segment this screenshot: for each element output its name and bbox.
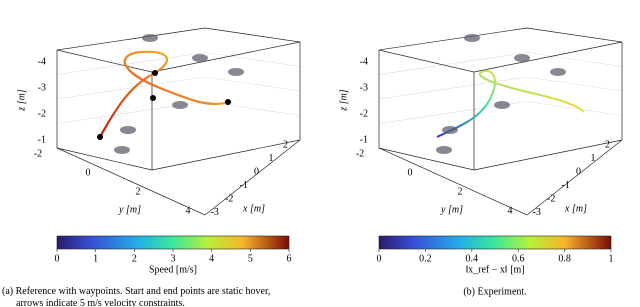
x-tick-label: 0 [576, 166, 581, 177]
x-tick-label: 0 [254, 166, 259, 177]
axis-box [151, 41, 301, 73]
caption: (a) Reference with waypoints. Start and … [2, 286, 270, 307]
z-axis-label: z [m] [338, 89, 349, 112]
axis-box [473, 41, 623, 73]
grid-line [526, 101, 623, 116]
drone-icon [120, 126, 136, 134]
caption-line: (a) Reference with waypoints. Start and … [2, 286, 270, 297]
colorbar-tick-label: 2 [132, 253, 137, 264]
drone-icon [172, 101, 188, 109]
waypoint [152, 70, 158, 76]
colorbar-tick-label: 0.2 [419, 253, 432, 264]
z-tick-label: -1 [38, 134, 46, 145]
y-tick-label: 0 [408, 167, 413, 178]
drone-icon [192, 54, 208, 62]
caption-line: arrows indicate 5 m/s velocity constrain… [16, 298, 185, 307]
colorbar-tick-label: 4 [209, 253, 214, 264]
x-tick-label: -2 [547, 193, 555, 204]
y-axis-label: y [m] [118, 204, 141, 215]
grid-line [56, 76, 206, 100]
x-tick-label: 2 [605, 139, 610, 150]
grid-line [56, 52, 206, 75]
colorbar-tick-label: 0 [55, 253, 60, 264]
y-tick-label: -2 [34, 148, 42, 159]
y-tick-label: 2 [458, 186, 463, 197]
axis-box [378, 49, 475, 170]
drone-icon [550, 68, 566, 76]
colorbar-tick-label: 6 [287, 253, 292, 264]
x-tick-label: -1 [240, 180, 248, 191]
y-tick-label: 2 [136, 186, 141, 197]
grid-line [526, 76, 623, 92]
trajectory [99, 50, 229, 138]
axis-box [151, 139, 301, 171]
x-axis-label: x [m] [242, 203, 265, 214]
colorbar-tick-label: 3 [171, 253, 176, 264]
drone-icon [494, 101, 510, 109]
y-axis-label: y [m] [440, 204, 463, 215]
colorbar-tick-label: 1 [93, 253, 98, 264]
colorbar-label: ‖x_ref − x‖ [m] [465, 264, 524, 275]
grid-line [378, 76, 528, 100]
y-tick-label: 4 [186, 205, 191, 216]
colorbar-tick-label: 1 [609, 253, 614, 264]
z-tick-label: -1 [360, 134, 368, 145]
colorbar [378, 235, 612, 250]
z-axis-label: z [m] [16, 89, 27, 112]
waypoint [225, 99, 231, 105]
axis-box [378, 27, 623, 216]
z-tick-label: -3 [38, 82, 46, 93]
colorbar-tick-label: 0.8 [558, 253, 571, 264]
y-tick-label: 0 [86, 167, 91, 178]
colorbar-tick-label: 5 [248, 253, 253, 264]
drone-icon [514, 54, 530, 62]
axis-box [378, 147, 475, 171]
drone-icon [436, 146, 452, 154]
z-tick-label: -3 [360, 82, 368, 93]
colorbar-tick-label: 0 [377, 253, 382, 264]
axis-box [473, 139, 623, 171]
drone-icon [442, 126, 458, 134]
waypoint [150, 95, 156, 101]
z-tick-label: -2 [38, 108, 46, 119]
grid-line [204, 52, 301, 67]
grid-line [378, 52, 528, 75]
grid-line [204, 76, 301, 92]
x-tick-label: 2 [283, 139, 288, 150]
colorbar [56, 235, 290, 250]
grid-line [526, 52, 623, 67]
z-tick-label: -4 [38, 56, 46, 67]
colorbar-tick-label: 0.6 [512, 253, 525, 264]
y-tick-label: -2 [356, 148, 364, 159]
x-tick-label: 1 [591, 153, 596, 164]
axis-box [56, 49, 153, 170]
z-tick-label: -2 [360, 108, 368, 119]
x-tick-label: -3 [211, 207, 219, 218]
z-tick-label: -4 [360, 56, 368, 67]
x-tick-label: 1 [269, 153, 274, 164]
y-tick-label: 4 [508, 205, 513, 216]
drone-icon [142, 34, 158, 42]
waypoint [97, 134, 103, 140]
axis-box [56, 27, 301, 216]
colorbar-label: Speed [m/s] [149, 264, 197, 275]
axis-box [56, 147, 153, 171]
trajectory [436, 70, 585, 138]
x-axis-label: x [m] [564, 203, 587, 214]
colorbar-tick-label: 0.4 [466, 253, 479, 264]
x-tick-label: -3 [533, 207, 541, 218]
x-tick-label: -1 [562, 180, 570, 191]
drone-icon [114, 146, 130, 154]
x-tick-label: -2 [225, 193, 233, 204]
drone-icon [464, 34, 480, 42]
drone-icon [228, 68, 244, 76]
caption: (b) Experiment. [463, 286, 526, 297]
